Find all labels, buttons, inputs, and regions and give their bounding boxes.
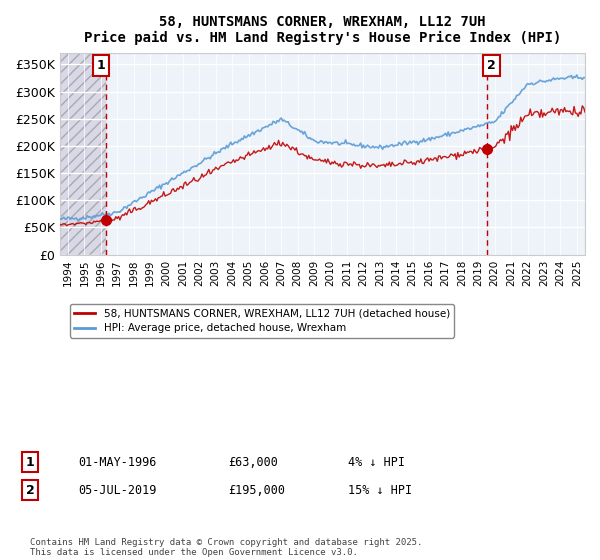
Legend: 58, HUNTSMANS CORNER, WREXHAM, LL12 7UH (detached house), HPI: Average price, de: 58, HUNTSMANS CORNER, WREXHAM, LL12 7UH … xyxy=(70,304,454,338)
Bar xyxy=(60,54,106,255)
Bar xyxy=(60,54,106,255)
Bar xyxy=(487,54,585,255)
Text: 1: 1 xyxy=(26,455,34,469)
Text: 2: 2 xyxy=(26,483,34,497)
Text: 1: 1 xyxy=(97,59,106,72)
Bar xyxy=(106,54,487,255)
Title: 58, HUNTSMANS CORNER, WREXHAM, LL12 7UH
Price paid vs. HM Land Registry's House : 58, HUNTSMANS CORNER, WREXHAM, LL12 7UH … xyxy=(83,15,561,45)
Text: 01-MAY-1996: 01-MAY-1996 xyxy=(78,455,157,469)
Text: £195,000: £195,000 xyxy=(228,483,285,497)
Text: £63,000: £63,000 xyxy=(228,455,278,469)
Text: 05-JUL-2019: 05-JUL-2019 xyxy=(78,483,157,497)
Text: 4% ↓ HPI: 4% ↓ HPI xyxy=(348,455,405,469)
Text: Contains HM Land Registry data © Crown copyright and database right 2025.
This d: Contains HM Land Registry data © Crown c… xyxy=(30,538,422,557)
Text: 2: 2 xyxy=(487,59,496,72)
Text: 15% ↓ HPI: 15% ↓ HPI xyxy=(348,483,412,497)
